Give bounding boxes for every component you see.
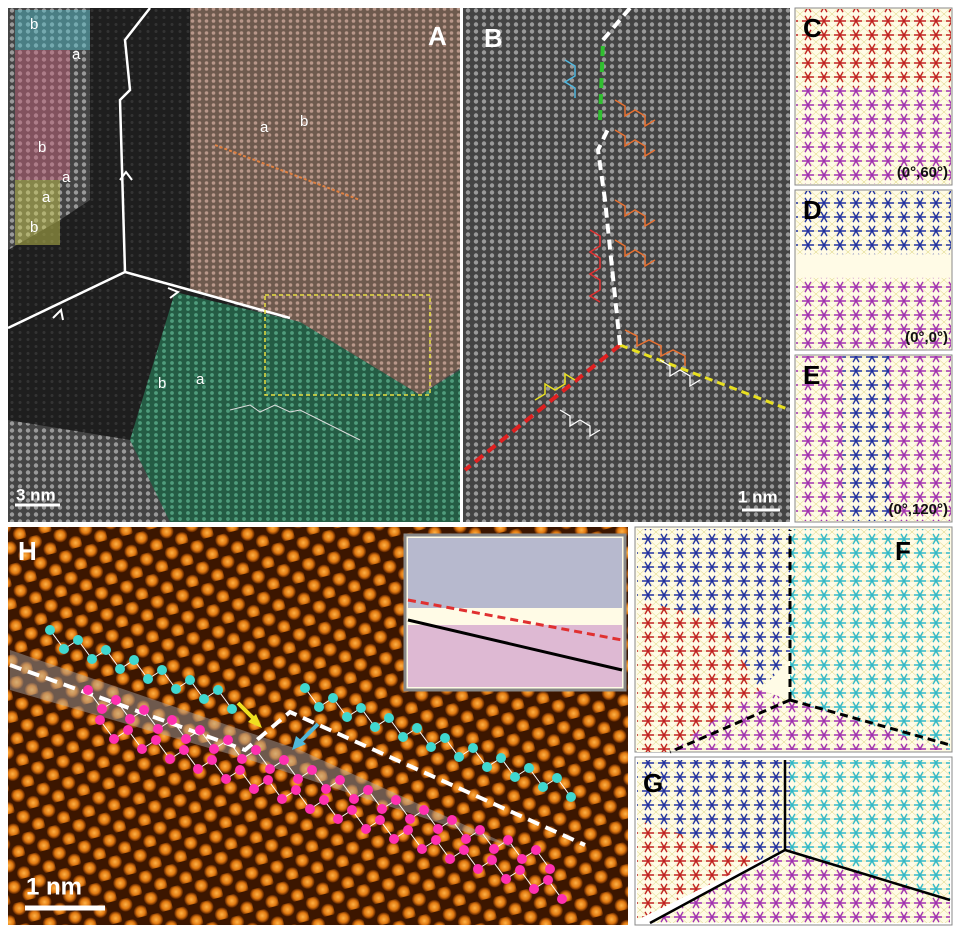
annotation-label: a — [196, 371, 205, 388]
scale-bar-label: 1 nm — [26, 873, 82, 900]
angle-label: (0°,60°) — [897, 164, 948, 181]
panel-label: A — [428, 21, 447, 51]
angle-label: (0°,0°) — [905, 329, 948, 346]
angle-label: (0°,120°) — [888, 501, 948, 518]
annotation-label: b — [158, 375, 166, 392]
panel-label: G — [643, 768, 663, 798]
annotation-label: a — [42, 189, 51, 206]
annotation-label: b — [30, 219, 38, 236]
panel-b: B 1 nm — [463, 8, 790, 522]
panel-f: F — [635, 527, 952, 752]
annotation-label: a — [260, 119, 269, 136]
annotation-label: b — [38, 139, 46, 156]
annotation-label: b — [30, 16, 38, 33]
panel-label: F — [895, 536, 911, 566]
panel-label: B — [484, 23, 503, 53]
annotation-label: a — [72, 46, 81, 63]
panel-label: D — [803, 195, 822, 225]
panel-e: E (0°,120°) — [795, 355, 952, 522]
panel-label: H — [18, 536, 37, 566]
panel-label: E — [803, 360, 820, 390]
panel-h: H 1 nm — [8, 527, 628, 925]
panel-c: C (0°,60°) — [795, 8, 952, 185]
annotation-label: a — [62, 169, 71, 186]
figure: A 3 nm babaababba B 1 nm C(0°,60°)D(0°,0… — [0, 0, 954, 931]
scale-bar-label: 3 nm — [16, 485, 56, 504]
annotation-label: b — [300, 113, 308, 130]
panel-g: G — [635, 757, 952, 925]
panel-label: C — [803, 13, 822, 43]
panels-cde: C (0°,60°) D (0°,0°) E (0°,120°) — [795, 8, 952, 522]
scale-bar-label: 1 nm — [738, 487, 778, 506]
panel-d: D (0°,0°) — [795, 190, 952, 350]
